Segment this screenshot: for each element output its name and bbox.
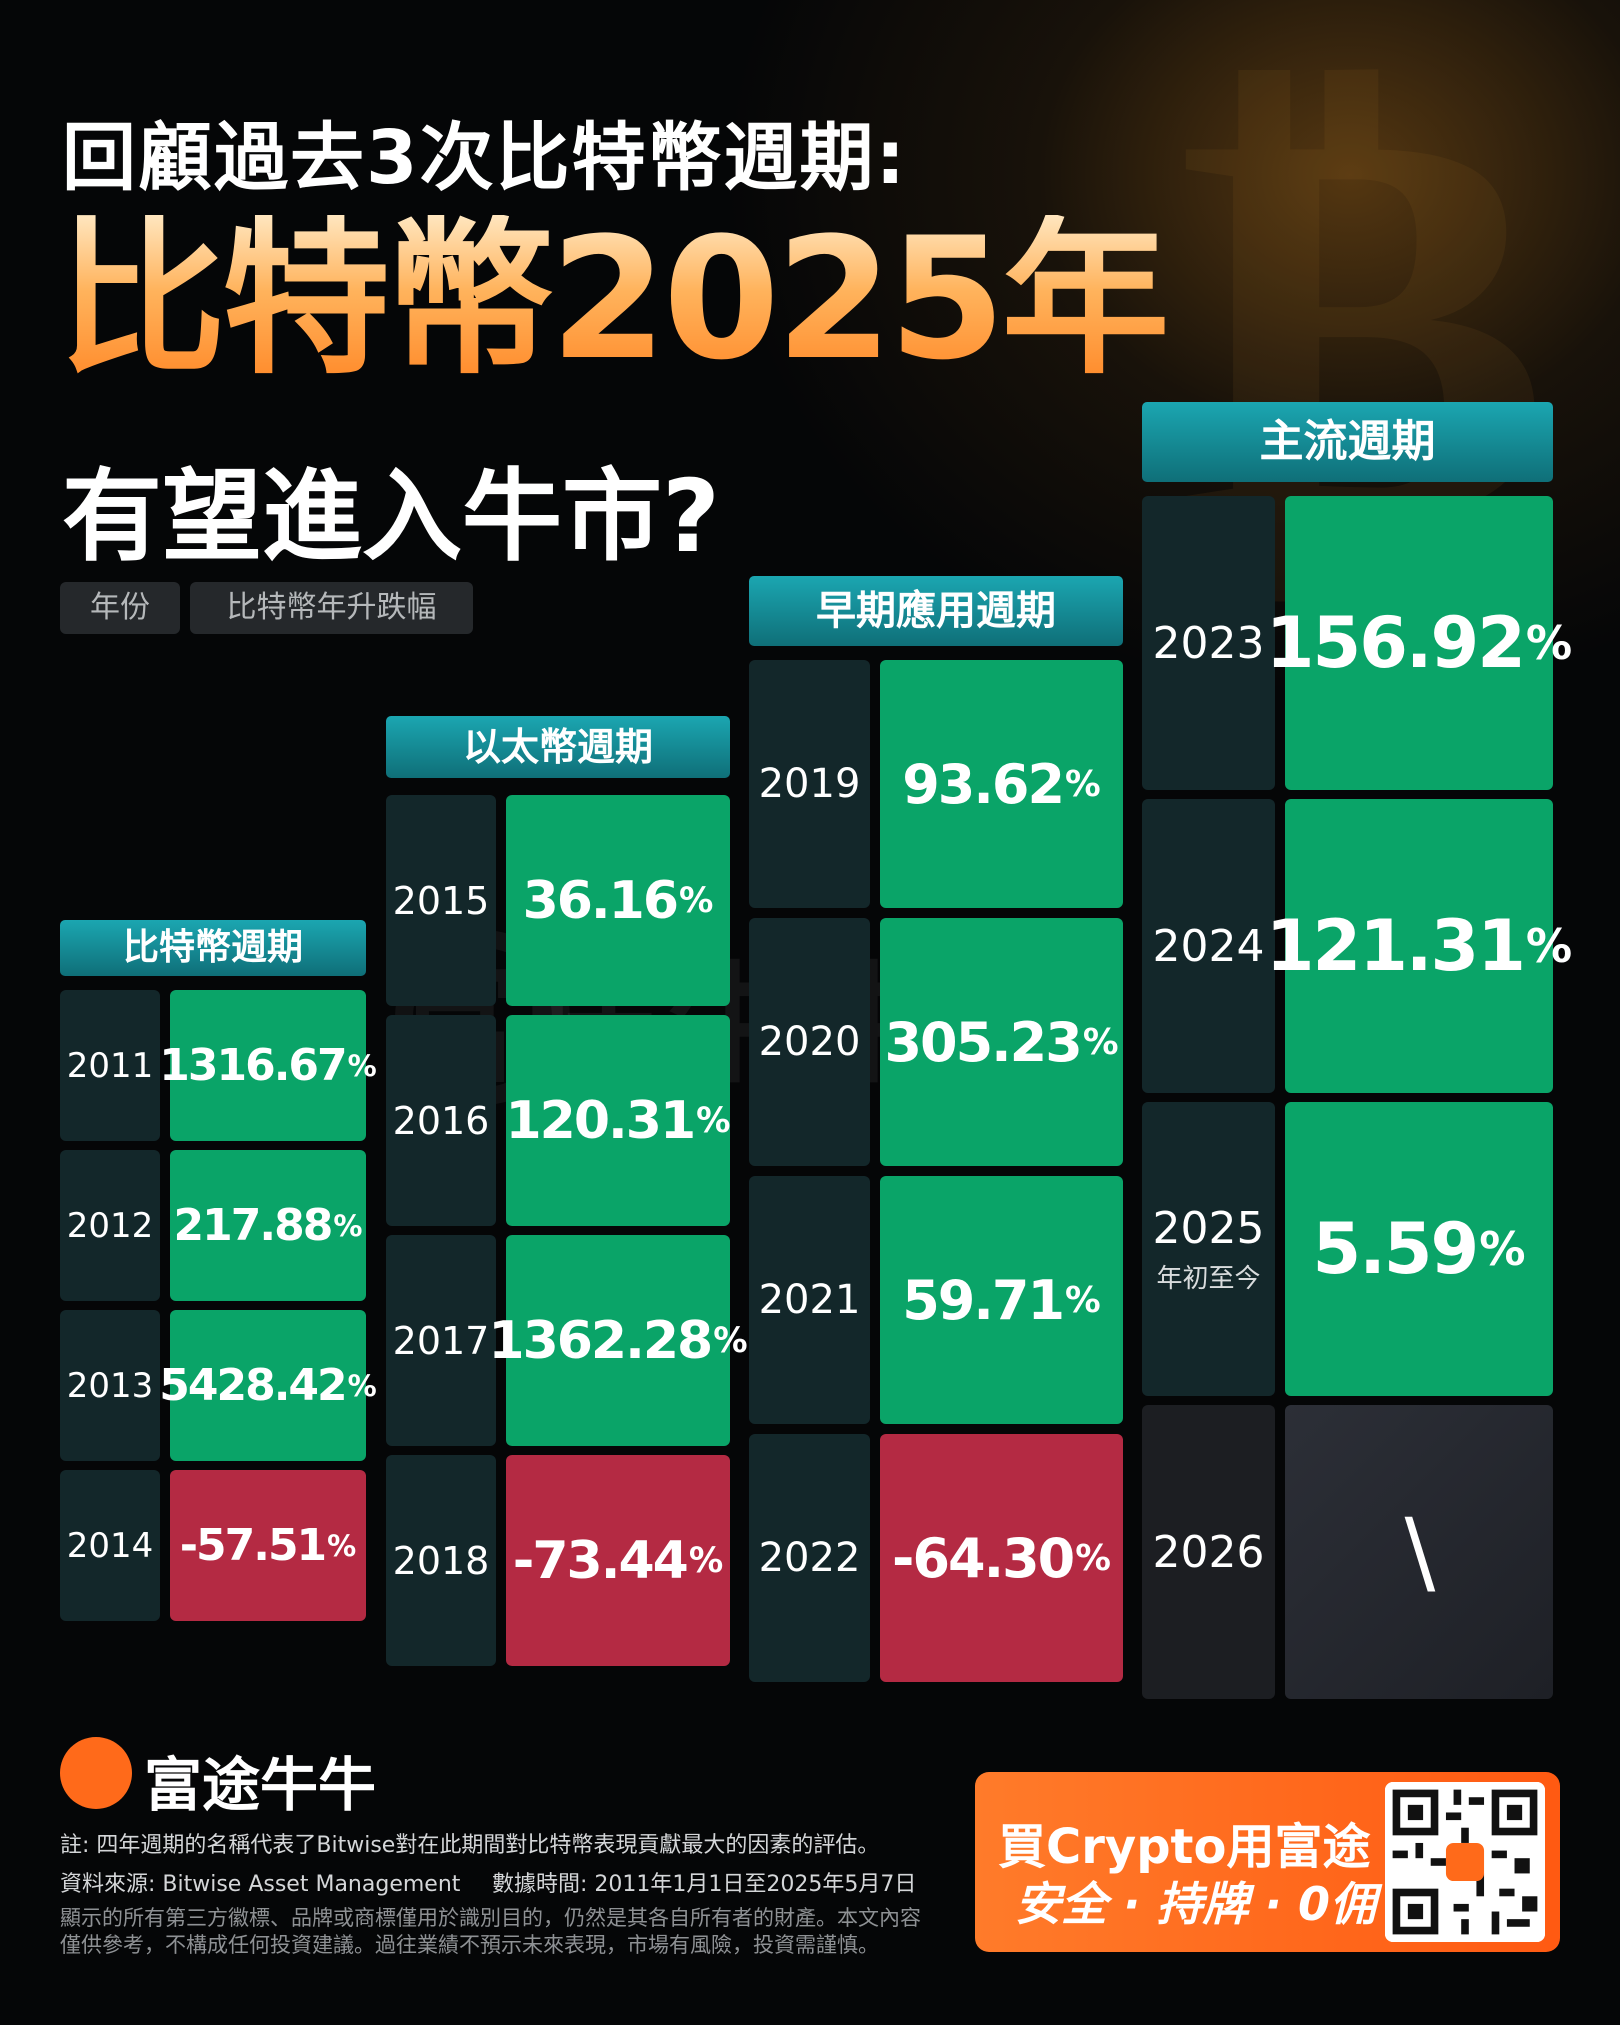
- year-label: 2023: [1152, 617, 1265, 669]
- year-label: 2017: [392, 1318, 490, 1363]
- year-cell: 2021: [749, 1176, 870, 1424]
- value-label: 120.31: [505, 1090, 696, 1151]
- footer-disclaimer-2: 僅供參考，不構成任何投資建議。過往業績不預示未來表現，市場有風險，投資需謹慎。: [60, 1933, 879, 1957]
- percent-unit: %: [1065, 763, 1101, 805]
- value-label: 1362.28: [488, 1310, 713, 1371]
- percent-unit: %: [1525, 616, 1573, 670]
- value-cell: -73.44%: [506, 1455, 730, 1666]
- value-label: -57.51: [179, 1520, 327, 1571]
- year-label: 2020: [758, 1019, 861, 1065]
- value-label: 305.23: [884, 1010, 1082, 1074]
- value-cell: 305.23%: [880, 918, 1123, 1166]
- value-cell: 36.16%: [506, 795, 730, 1006]
- value-cell: 217.88%: [170, 1150, 366, 1301]
- cycle-header: 比特幣週期: [60, 920, 366, 976]
- value-label: 5.59: [1312, 1208, 1480, 1290]
- footer-date: 數據時間: 2011年1月1日至2025年5月7日: [492, 1872, 917, 1897]
- year-cell: 2018: [386, 1455, 496, 1666]
- year-cell: 2017: [386, 1235, 496, 1446]
- year-label: 2015: [392, 878, 490, 923]
- year-label: 2021: [758, 1277, 861, 1323]
- title-line-2: 比特幣2025年: [58, 201, 1170, 397]
- footer-source: 資料來源: Bitwise Asset Management: [60, 1872, 461, 1897]
- value-cell: 93.62%: [880, 660, 1123, 908]
- legend-change: 比特幣年升跌幅: [190, 582, 473, 634]
- qr-code-icon[interactable]: [1385, 1782, 1545, 1942]
- cta-line-2: 安全 · 持牌 · 0佣: [1015, 1877, 1377, 1931]
- year-cell: 2020: [749, 918, 870, 1166]
- year-label: 2016: [392, 1098, 490, 1143]
- percent-unit: %: [1065, 1279, 1101, 1321]
- value-label: 1316.67: [159, 1040, 347, 1091]
- value-cell: 5.59%: [1285, 1102, 1553, 1396]
- percent-unit: %: [1479, 1222, 1526, 1276]
- value-cell: 5428.42%: [159, 1310, 377, 1461]
- legend-year: 年份: [60, 582, 180, 634]
- value-label: -73.44: [512, 1530, 689, 1591]
- year-cell: 2012: [60, 1150, 160, 1301]
- percent-unit: %: [347, 1368, 377, 1403]
- year-label: 2025: [1152, 1203, 1265, 1254]
- year-label: 2019: [758, 761, 861, 807]
- percent-unit: %: [333, 1208, 363, 1243]
- percent-unit: %: [327, 1528, 357, 1563]
- value-label: 59.71: [902, 1268, 1065, 1332]
- percent-unit: %: [1082, 1021, 1119, 1063]
- year-label: 2024: [1152, 920, 1265, 972]
- title-line-1: 回顧過去3次比特幣週期:: [62, 115, 908, 201]
- value-label: 217.88: [173, 1200, 334, 1251]
- value-cell: 1316.67%: [159, 990, 377, 1141]
- year-cell: 2024: [1142, 799, 1275, 1093]
- year-sublabel: 年初至今: [1156, 1264, 1261, 1294]
- value-cell: \: [1285, 1405, 1553, 1699]
- year-cell: 2016: [386, 1015, 496, 1226]
- year-cell: 2022: [749, 1434, 870, 1682]
- percent-unit: %: [347, 1048, 377, 1083]
- year-cell: 2025 年初至今: [1142, 1102, 1275, 1396]
- cta-line-1: 買Crypto用富途: [998, 1819, 1371, 1875]
- footer-disclaimer-1: 顯示的所有第三方徽標、品牌或商標僅用於識別目的，仍然是其各自所有者的財產。本文內…: [60, 1906, 921, 1930]
- year-label: 2011: [66, 1045, 154, 1086]
- value-cell: 121.31%: [1266, 799, 1572, 1093]
- year-cell: 2023: [1142, 496, 1275, 790]
- footer-brand: 富途牛牛: [144, 1751, 377, 1819]
- year-label: 2026: [1152, 1526, 1265, 1578]
- value-cell: 59.71%: [880, 1176, 1123, 1424]
- year-cell: 2011: [60, 990, 160, 1141]
- value-cell: -57.51%: [170, 1470, 366, 1621]
- year-cell: 2014: [60, 1470, 160, 1621]
- percent-unit: %: [688, 1540, 724, 1581]
- year-cell: 2019: [749, 660, 870, 908]
- value-label: -64.30: [892, 1526, 1075, 1590]
- title-line-3: 有望進入牛市?: [62, 458, 721, 575]
- year-cell: 2013: [60, 1310, 160, 1461]
- year-label: 2014: [66, 1525, 154, 1566]
- footer-note: 註: 四年週期的名稱代表了Bitwise對在此期間對比特幣表現貢獻最大的因素的評…: [60, 1833, 880, 1858]
- value-cell: 156.92%: [1266, 496, 1572, 790]
- percent-unit: %: [713, 1320, 748, 1361]
- cycle-header: 早期應用週期: [749, 576, 1123, 646]
- value-cell: 1362.28%: [488, 1235, 748, 1446]
- percent-unit: %: [1075, 1537, 1111, 1579]
- year-cell: 2015: [386, 795, 496, 1006]
- year-label: 2013: [66, 1365, 154, 1406]
- year-label: 2012: [66, 1205, 154, 1246]
- value-label: 93.62: [902, 752, 1065, 816]
- futu-logo-icon: [60, 1737, 132, 1809]
- cycle-header: 以太幣週期: [386, 716, 730, 778]
- year-label: 2022: [758, 1535, 861, 1581]
- year-label: 2018: [392, 1538, 490, 1583]
- value-label: \: [1404, 1499, 1436, 1605]
- cycle-header: 主流週期: [1142, 402, 1553, 482]
- value-label: 5428.42: [159, 1360, 347, 1411]
- value-cell: 120.31%: [505, 1015, 731, 1226]
- percent-unit: %: [696, 1100, 731, 1141]
- value-label: 36.16: [522, 870, 679, 931]
- value-label: 156.92: [1265, 602, 1526, 684]
- percent-unit: %: [1525, 919, 1573, 973]
- year-cell: 2026: [1142, 1405, 1275, 1699]
- percent-unit: %: [679, 880, 714, 921]
- value-cell: -64.30%: [880, 1434, 1123, 1682]
- value-label: 121.31: [1265, 905, 1526, 987]
